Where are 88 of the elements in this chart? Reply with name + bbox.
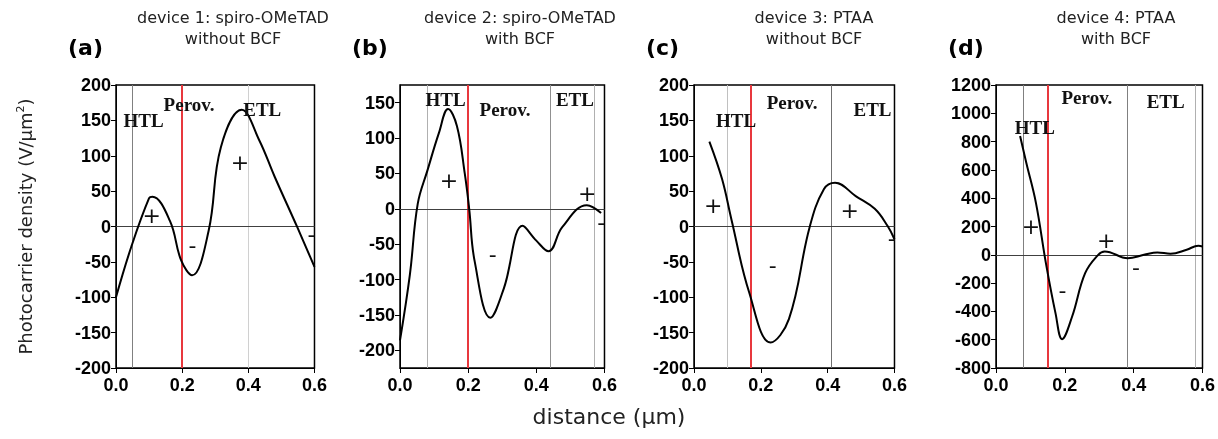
y-tick-label: -200 bbox=[74, 358, 111, 378]
y-tick-label: 200 bbox=[960, 216, 991, 237]
x-tick-label: 0.0 bbox=[387, 375, 413, 395]
y-axis-title: Photocarrier density (V/µm2) bbox=[14, 98, 36, 355]
annotation: ETL bbox=[1146, 91, 1185, 113]
y-tick-label: 200 bbox=[80, 75, 111, 95]
y-tick-label: -100 bbox=[652, 287, 689, 308]
annotation: + bbox=[840, 198, 860, 224]
annotation: - bbox=[887, 226, 896, 252]
chart-title: device 4: PTAA with BCF bbox=[1056, 8, 1176, 48]
y-tick-label: -150 bbox=[652, 322, 689, 343]
y-tick-label: -100 bbox=[74, 287, 111, 308]
y-tick-label: -150 bbox=[358, 304, 395, 325]
y-tick-label: 50 bbox=[90, 181, 111, 202]
annotation: + bbox=[704, 192, 723, 218]
text: (c) bbox=[646, 34, 680, 60]
y-tick-label: 100 bbox=[364, 128, 395, 149]
y-tick-label: -50 bbox=[84, 251, 111, 272]
x-tick-label: 0.4 bbox=[235, 375, 261, 395]
y-tick-label: 600 bbox=[960, 159, 991, 180]
text: (a) bbox=[68, 34, 103, 60]
y-tick-label: -600 bbox=[954, 329, 991, 350]
x-tick-label: 0.0 bbox=[103, 375, 129, 395]
chart-title: device 2: spiro-OMeTAD with BCF bbox=[424, 8, 616, 48]
annotation: Perov. bbox=[1061, 87, 1113, 109]
x-tick-label: 0.6 bbox=[301, 375, 327, 395]
text: (d) bbox=[948, 34, 984, 60]
annotation: - bbox=[307, 222, 316, 248]
y-tick-label: 800 bbox=[960, 131, 991, 152]
x-tick-label: 0.4 bbox=[523, 375, 549, 395]
annotation: HTL bbox=[123, 109, 164, 131]
annotation: Perov. bbox=[479, 99, 531, 121]
y-tick-label: 150 bbox=[364, 92, 395, 113]
x-tick-label: 0.6 bbox=[1189, 375, 1215, 395]
y-tick-label: 100 bbox=[80, 145, 111, 166]
chart-title: device 3: PTAA without BCF bbox=[754, 8, 874, 48]
annotation: + bbox=[1021, 214, 1041, 239]
annotation: ETL bbox=[853, 99, 892, 121]
x-tick-label: 0.6 bbox=[591, 375, 617, 395]
annotation: ETL bbox=[243, 99, 282, 121]
annotation: - bbox=[1058, 277, 1067, 303]
x-tick-label: 0.2 bbox=[748, 375, 774, 395]
annotation: HTL bbox=[425, 88, 466, 110]
annotation: + bbox=[142, 203, 161, 229]
x-tick-label: 0.0 bbox=[681, 375, 707, 395]
y-tick-label: 1200 bbox=[950, 75, 991, 95]
chart-title: device 1: spiro-OMeTAD without BCF bbox=[137, 8, 329, 48]
x-tick-label: 0.0 bbox=[983, 375, 1009, 395]
annotation: + bbox=[439, 168, 459, 194]
y-tick-label: 400 bbox=[960, 188, 991, 209]
y-tick-label: -50 bbox=[662, 251, 689, 272]
annotation: + bbox=[578, 180, 597, 206]
y-tick-label: 50 bbox=[668, 181, 689, 202]
y-tick-label: -100 bbox=[358, 269, 395, 290]
text: (b) bbox=[352, 34, 388, 60]
y-tick-label: -800 bbox=[954, 358, 991, 378]
y-tick-label: 50 bbox=[374, 163, 395, 184]
annotation: + bbox=[1097, 228, 1116, 254]
annotation: - bbox=[768, 252, 777, 278]
x-tick-label: 0.2 bbox=[455, 375, 481, 395]
x-tick-label: 0.4 bbox=[1121, 375, 1147, 395]
y-tick-label: 200 bbox=[658, 75, 689, 95]
y-tick-label: 150 bbox=[658, 110, 689, 131]
y-tick-label: 0 bbox=[678, 216, 689, 237]
x-tick-label: 0.2 bbox=[169, 375, 195, 395]
annotation: ETL bbox=[555, 88, 594, 110]
y-tick-label: 100 bbox=[658, 145, 689, 166]
y-tick-label: 1000 bbox=[950, 103, 991, 124]
y-tick-label: 0 bbox=[384, 198, 395, 219]
x-tick-label: 0.6 bbox=[881, 375, 907, 395]
x-tick-label: 0.4 bbox=[815, 375, 841, 395]
y-tick-label: 150 bbox=[80, 110, 111, 131]
annotation: - bbox=[188, 233, 197, 259]
y-tick-label: 0 bbox=[980, 244, 991, 265]
annotation: + bbox=[230, 150, 250, 176]
x-axis-title: distance (µm) bbox=[531, 404, 687, 429]
annotation: - bbox=[488, 242, 497, 268]
y-tick-label: -150 bbox=[74, 322, 111, 343]
y-tick-label: -200 bbox=[652, 358, 689, 378]
annotation: - bbox=[1132, 255, 1141, 281]
y-tick-label: -50 bbox=[368, 234, 395, 255]
x-tick-label: 0.2 bbox=[1052, 375, 1078, 395]
y-tick-label: -200 bbox=[358, 340, 395, 361]
y-tick-label: -400 bbox=[954, 301, 991, 322]
y-tick-label: -200 bbox=[954, 273, 991, 294]
y-tick-label: 0 bbox=[100, 216, 111, 237]
annotation: - bbox=[597, 210, 606, 236]
annotation: Perov. bbox=[766, 92, 818, 114]
